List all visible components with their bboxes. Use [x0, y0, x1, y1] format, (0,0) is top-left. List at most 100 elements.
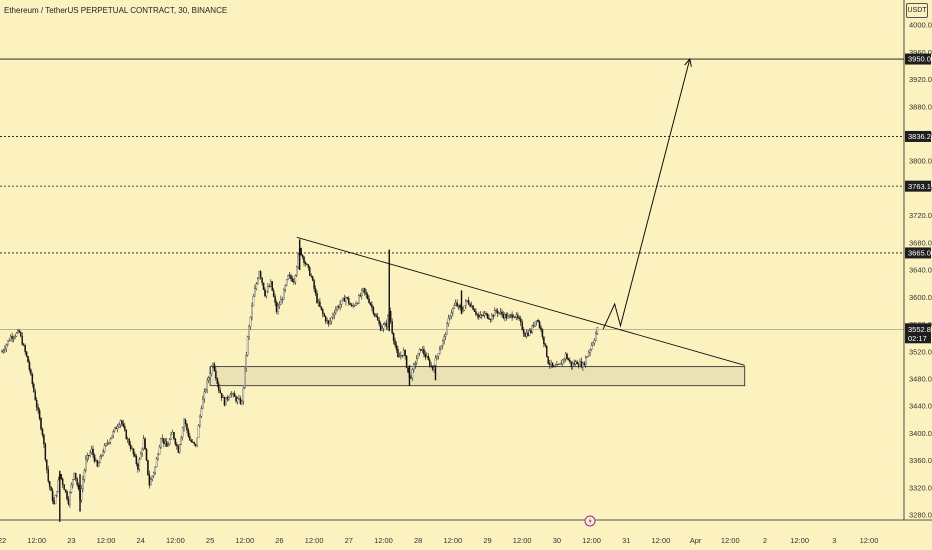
candle-body	[163, 438, 165, 444]
candle	[155, 456, 158, 468]
candle-body	[417, 353, 419, 360]
candle-body	[342, 297, 344, 301]
candle-body	[320, 306, 323, 310]
candle	[274, 293, 276, 307]
candle-body	[168, 439, 171, 445]
candle	[335, 306, 337, 315]
candle	[453, 302, 456, 309]
candle-body	[40, 418, 42, 430]
candle	[404, 349, 406, 360]
candle-body	[374, 313, 376, 316]
candle	[395, 341, 398, 353]
candle-body	[486, 313, 489, 319]
candle	[580, 357, 583, 369]
candle-body	[352, 305, 354, 307]
candle	[466, 299, 469, 303]
candle	[239, 395, 242, 405]
candle	[439, 345, 441, 355]
candle-body	[566, 353, 568, 359]
candle	[209, 370, 211, 380]
candle-body	[309, 267, 311, 276]
candle	[98, 461, 100, 467]
candle-body	[257, 278, 259, 284]
candle	[290, 273, 292, 282]
candle-body	[436, 355, 438, 359]
candle	[482, 311, 484, 317]
candle	[560, 360, 562, 365]
price-axis[interactable]: 3280.00 3320.00 3360.00 3400.00 3440.00 3480.…	[909, 21, 932, 520]
candle-body	[358, 295, 360, 304]
candle-body	[285, 279, 288, 286]
x-tick-label: 12:00	[97, 536, 116, 545]
candle	[499, 307, 502, 316]
candle	[193, 441, 195, 446]
candle-body	[444, 334, 447, 337]
candle	[226, 395, 229, 402]
candle-body	[359, 295, 362, 297]
candle	[203, 388, 206, 403]
candle	[74, 472, 77, 482]
candle	[337, 304, 340, 310]
candle-body	[574, 361, 577, 365]
candle	[517, 312, 519, 321]
candle	[547, 356, 549, 365]
candle	[340, 299, 343, 308]
candle-body	[217, 383, 220, 391]
candle	[82, 475, 84, 493]
candle-body	[186, 423, 188, 431]
candle	[495, 308, 497, 314]
candle-body	[100, 455, 103, 457]
candle-body	[411, 369, 414, 379]
candle-body	[33, 383, 35, 392]
candle	[167, 442, 169, 447]
currency-button[interactable]: USDT	[906, 3, 928, 18]
candle-body	[579, 361, 581, 366]
candle-body	[544, 343, 547, 346]
candle	[138, 457, 141, 472]
candle-body	[228, 396, 230, 400]
candle-body	[535, 320, 538, 322]
candle-body	[283, 289, 285, 300]
x-tick-label: 12:00	[235, 536, 254, 545]
candle	[27, 355, 29, 363]
candle-body	[589, 349, 591, 353]
candle	[297, 252, 299, 270]
candle-body	[431, 365, 434, 370]
candle	[137, 462, 139, 473]
candle-body	[407, 367, 409, 373]
chart-title: Ethereum / TetherUS PERPETUAL CONTRACT, …	[4, 6, 228, 15]
candle-body	[138, 459, 141, 470]
candle	[46, 459, 48, 474]
candle	[164, 438, 167, 447]
candle	[38, 407, 41, 421]
candle-body	[294, 275, 297, 283]
candle	[537, 318, 539, 323]
candle	[358, 293, 360, 304]
candle	[223, 396, 226, 407]
candle-body	[99, 456, 102, 464]
candle-body	[171, 432, 174, 435]
candle	[314, 285, 317, 297]
candle-body	[462, 310, 464, 312]
x-tick-label: 3	[832, 536, 836, 545]
candle-body	[596, 327, 599, 334]
candle-body	[511, 314, 513, 318]
candle	[212, 362, 214, 369]
candle-body	[465, 301, 467, 306]
candle	[86, 452, 89, 463]
candle-body	[327, 320, 330, 324]
candle	[157, 452, 159, 461]
candle-body	[587, 352, 590, 357]
time-axis[interactable]: 2212:002312:002412:002512:002612:002712:…	[0, 536, 878, 545]
candle	[204, 388, 207, 394]
events-icon[interactable]	[584, 515, 596, 527]
candle-body	[155, 458, 158, 468]
candle	[111, 435, 113, 440]
candle-body	[178, 444, 181, 453]
candle-body	[158, 446, 161, 455]
candle	[184, 418, 187, 427]
candle	[217, 380, 220, 394]
candle	[527, 329, 529, 337]
candle-body	[37, 407, 39, 411]
